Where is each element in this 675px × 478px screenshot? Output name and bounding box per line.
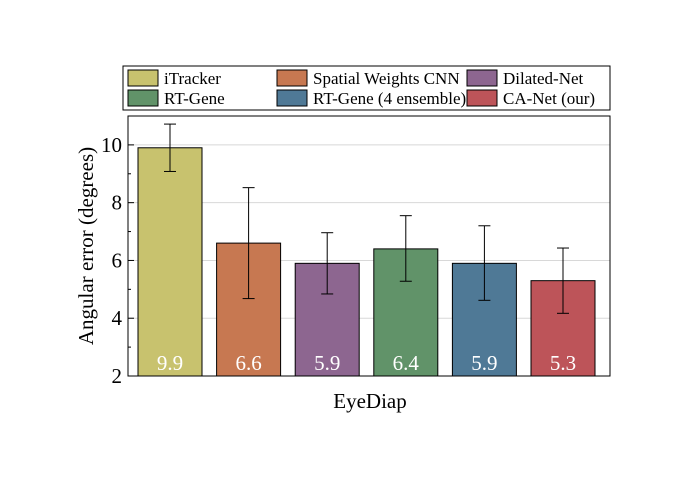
y-tick-label: 2: [112, 364, 123, 388]
y-tick-label: 4: [112, 306, 123, 330]
y-tick-label: 10: [101, 133, 122, 157]
bar-0: [137, 147, 203, 377]
y-tick-label: 8: [112, 191, 123, 215]
value-labels: 9.9 6.6 5.9 6.4 5.9 5.3: [157, 351, 576, 375]
bars: [137, 147, 596, 377]
value-label-0: 9.9: [157, 351, 183, 375]
legend-swatch-2: [466, 69, 498, 87]
y-axis: 2 4 6 8 10: [101, 133, 134, 388]
legend-swatch-3: [127, 89, 159, 107]
value-label-1: 6.6: [235, 351, 261, 375]
legend: iTracker Spatial Weights CNN Dilated-Net RT…: [122, 65, 611, 111]
legend-label-0: iTracker: [164, 69, 221, 88]
legend-swatch-0: [127, 69, 159, 87]
y-axis-label: Angular error (degrees): [74, 147, 98, 345]
legend-label-2: Dilated-Net: [503, 69, 584, 88]
value-label-2: 5.9: [314, 351, 340, 375]
error-bars: [164, 123, 569, 314]
value-label-4: 5.9: [471, 351, 497, 375]
legend-label-1: Spatial Weights CNN: [313, 69, 460, 88]
value-label-5: 5.3: [550, 351, 576, 375]
x-axis-label: EyeDiap: [333, 389, 406, 413]
legend-box: [122, 65, 611, 111]
legend-label-4: RT-Gene (4 ensemble): [313, 89, 466, 108]
grid: [128, 144, 610, 319]
legend-swatch-1: [276, 69, 308, 87]
legend-swatch-4: [276, 89, 308, 107]
legend-swatch-5: [466, 89, 498, 107]
plot-frame: [127, 115, 611, 377]
value-label-3: 6.4: [393, 351, 420, 375]
legend-label-3: RT-Gene: [164, 89, 225, 108]
legend-label-5: CA-Net (our): [503, 89, 595, 108]
y-tick-label: 6: [112, 248, 123, 272]
